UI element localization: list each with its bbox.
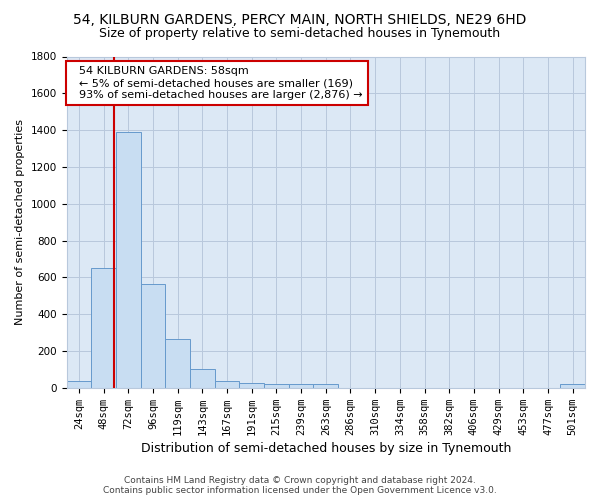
Bar	[190, 370, 215, 388]
Bar	[165, 339, 190, 388]
Bar	[67, 382, 91, 388]
Bar	[289, 384, 313, 388]
X-axis label: Distribution of semi-detached houses by size in Tynemouth: Distribution of semi-detached houses by …	[140, 442, 511, 455]
Text: 54, KILBURN GARDENS, PERCY MAIN, NORTH SHIELDS, NE29 6HD: 54, KILBURN GARDENS, PERCY MAIN, NORTH S…	[73, 12, 527, 26]
Bar	[313, 384, 338, 388]
Bar	[215, 382, 239, 388]
Bar	[91, 268, 116, 388]
Text: 54 KILBURN GARDENS: 58sqm
  ← 5% of semi-detached houses are smaller (169)
  93%: 54 KILBURN GARDENS: 58sqm ← 5% of semi-d…	[72, 66, 362, 100]
Y-axis label: Number of semi-detached properties: Number of semi-detached properties	[15, 119, 25, 325]
Bar	[140, 284, 165, 388]
Text: Size of property relative to semi-detached houses in Tynemouth: Size of property relative to semi-detach…	[100, 28, 500, 40]
Bar	[560, 384, 585, 388]
Bar	[116, 132, 140, 388]
Bar	[264, 384, 289, 388]
Text: Contains HM Land Registry data © Crown copyright and database right 2024.
Contai: Contains HM Land Registry data © Crown c…	[103, 476, 497, 495]
Bar	[239, 382, 264, 388]
